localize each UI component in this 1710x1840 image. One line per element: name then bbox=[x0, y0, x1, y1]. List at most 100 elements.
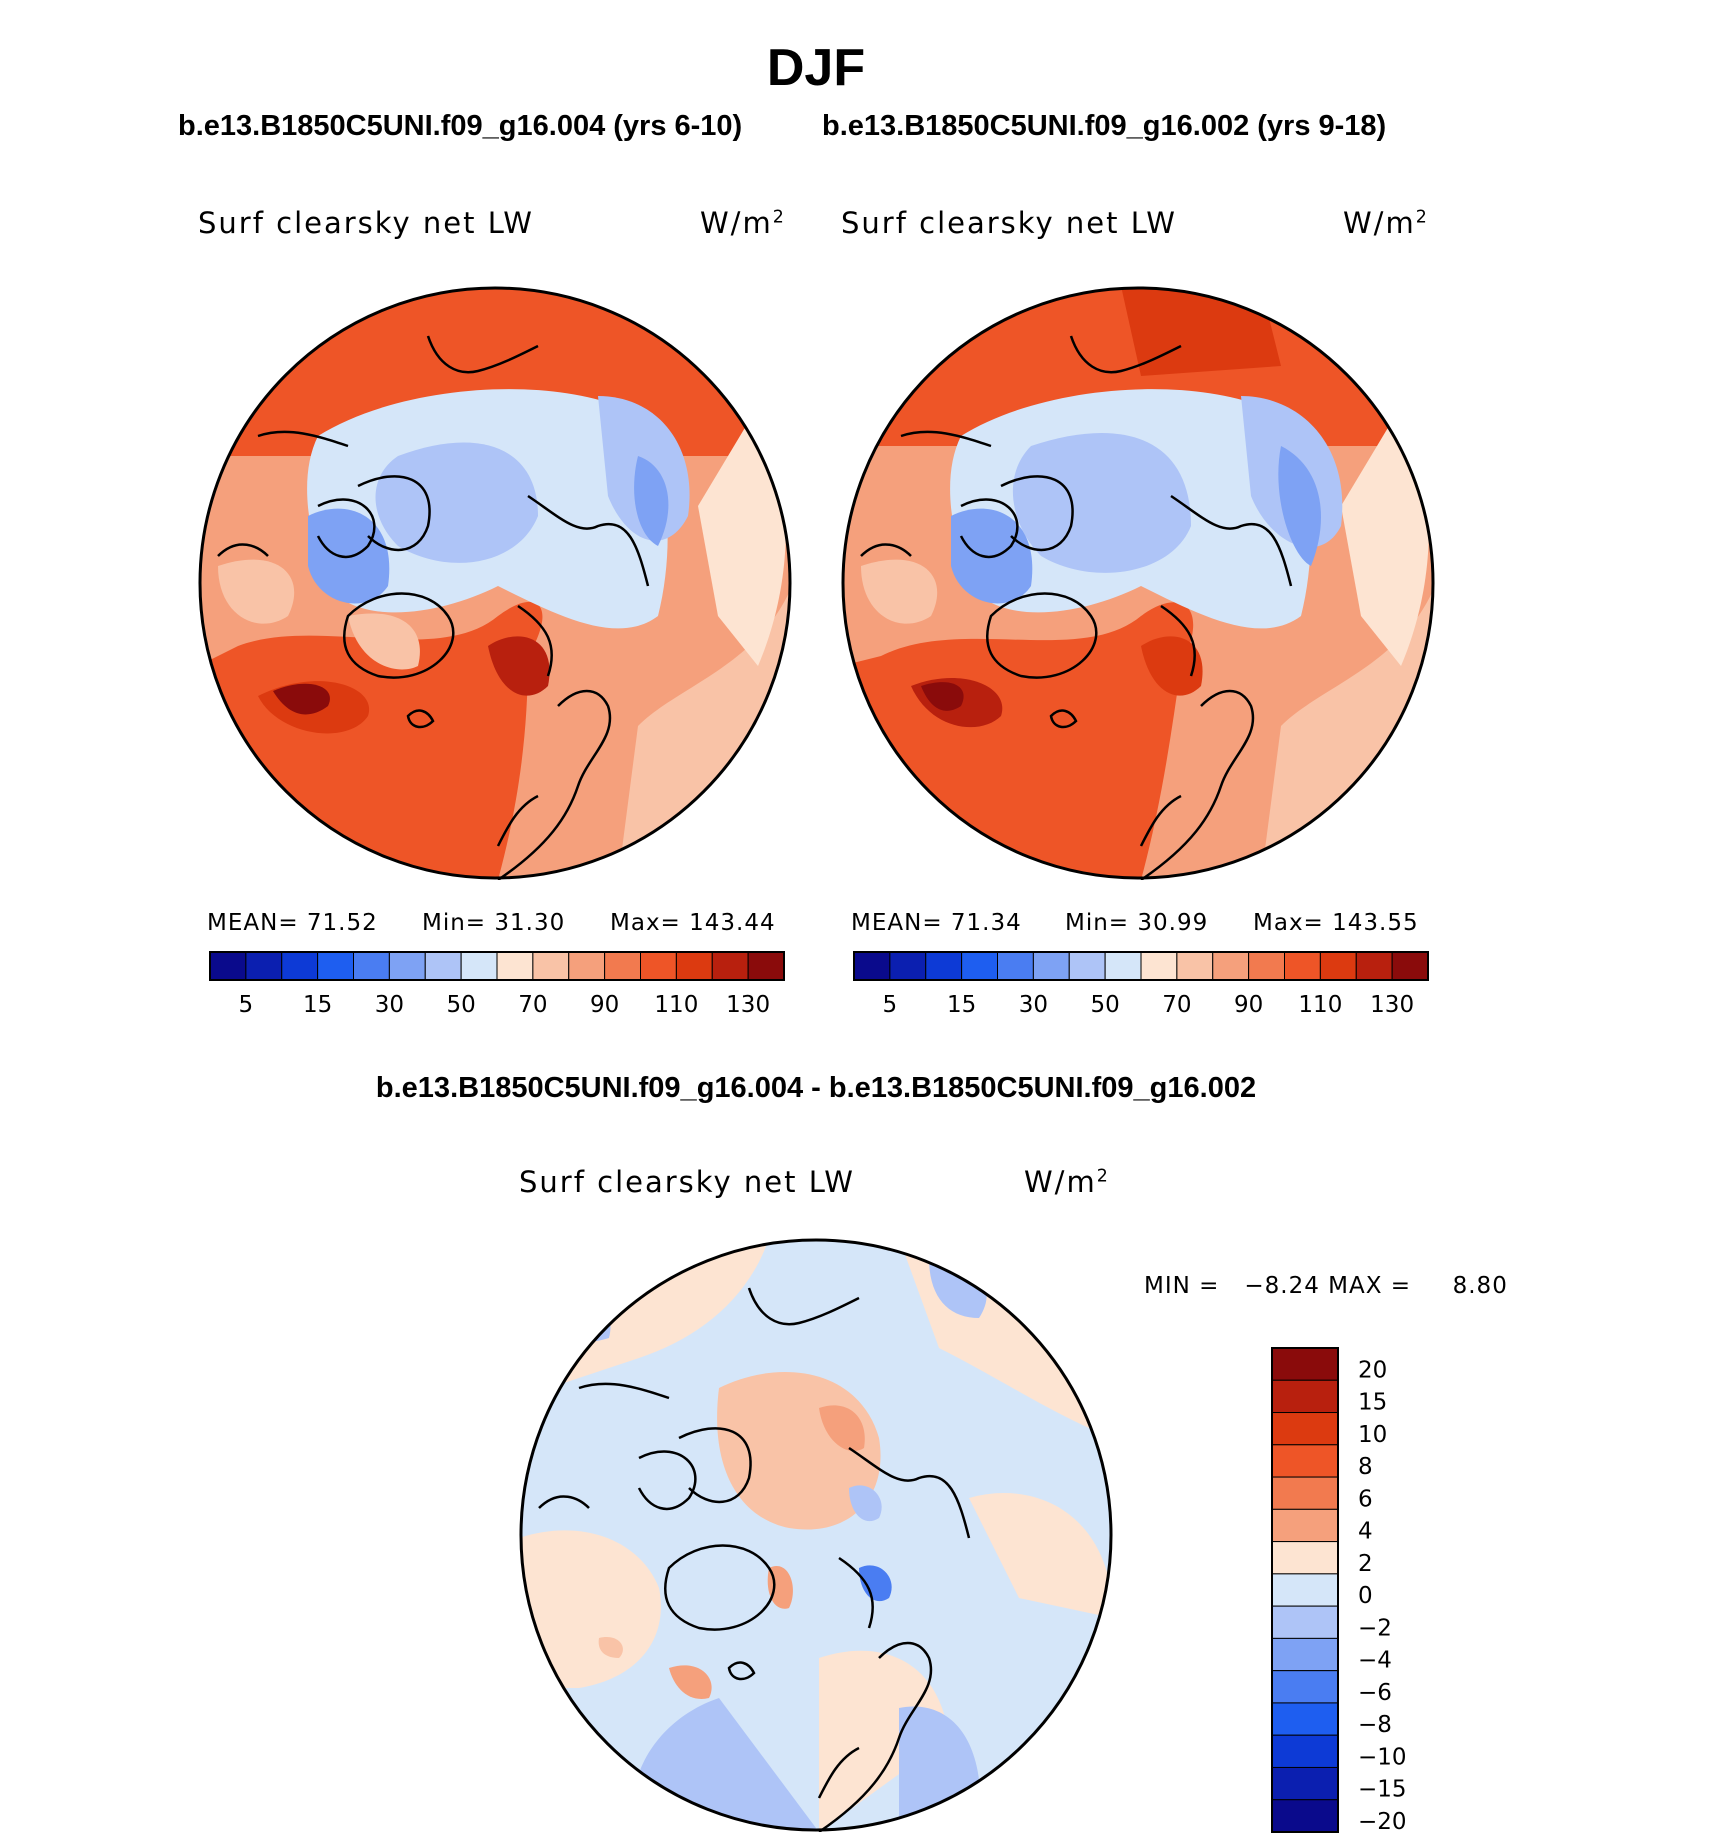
panel2-min: Min= 30.99 bbox=[1065, 910, 1209, 936]
colorbar2-swatch bbox=[997, 951, 1034, 981]
colorbar2-swatch bbox=[1140, 951, 1178, 981]
colorbar3-tick-label: −10 bbox=[1358, 1744, 1407, 1770]
colorbar3-swatch bbox=[1271, 1573, 1339, 1607]
map3-boundary bbox=[519, 1238, 1113, 1832]
colorbar1-swatch bbox=[568, 951, 606, 981]
colorbar2-swatch bbox=[889, 951, 927, 981]
difference-title: b.e13.B1850C5UNI.f09_g16.004 - b.e13.B18… bbox=[375, 1072, 1257, 1104]
colorbar3-tick-label: −4 bbox=[1358, 1648, 1392, 1674]
colorbar1-swatch bbox=[460, 951, 498, 981]
colorbar3-swatch bbox=[1271, 1476, 1339, 1510]
panel3-units-label: W/m2 bbox=[1024, 1165, 1110, 1199]
colorbar2-labels: 5 15 30 50 70 90 110 130 bbox=[883, 992, 1415, 1018]
colorbar2-swatch bbox=[961, 951, 998, 981]
colorbar1-swatch bbox=[496, 951, 534, 981]
colorbar3-swatch bbox=[1271, 1734, 1339, 1768]
colorbar3-swatch bbox=[1271, 1444, 1339, 1478]
colorbar3-tick-label: −6 bbox=[1358, 1680, 1392, 1706]
colorbar2-tick-label: 130 bbox=[1370, 992, 1414, 1018]
colorbar3-outline bbox=[1271, 1347, 1339, 1833]
colorbar3-tick-label: 6 bbox=[1358, 1486, 1373, 1512]
panel1-variable-label: Surf clearsky net LW bbox=[198, 206, 534, 240]
colorbar1-swatch bbox=[245, 951, 283, 981]
colorbar2-swatch bbox=[1391, 951, 1429, 981]
colorbar3-swatch bbox=[1271, 1766, 1339, 1801]
colorbar1-tick-label: 90 bbox=[590, 992, 619, 1018]
map2-coastlines bbox=[860, 335, 1293, 880]
subtitle-left: b.e13.B1850C5UNI.f09_g16.004 (yrs 6-10) bbox=[178, 110, 743, 142]
colorbar1-tick-label: 110 bbox=[654, 992, 698, 1018]
subtitle-right: b.e13.B1850C5UNI.f09_g16.002 (yrs 9-18) bbox=[822, 110, 1387, 142]
colorbar1-swatch bbox=[747, 951, 785, 981]
colorbar2-swatch bbox=[1212, 951, 1250, 981]
colorbar2-tick-label: 90 bbox=[1234, 992, 1263, 1018]
colorbar2-tick-label: 5 bbox=[883, 992, 898, 1018]
map2-boundary bbox=[841, 286, 1435, 880]
colorbar3-swatch bbox=[1271, 1799, 1339, 1833]
colorbar-panel-2: 5 15 30 50 70 90 110 130 bbox=[853, 951, 1429, 1018]
colorbar3-tick-label: 0 bbox=[1358, 1583, 1373, 1609]
colorbar3-swatch bbox=[1271, 1412, 1339, 1446]
colorbar3-tick-label: −8 bbox=[1358, 1712, 1392, 1738]
panel2-units-label: W/m2 bbox=[1343, 206, 1429, 240]
map-panel-difference bbox=[519, 1238, 1113, 1832]
colorbar2-tick-label: 15 bbox=[947, 992, 976, 1018]
colorbar3-swatch bbox=[1271, 1541, 1339, 1575]
colorbar1-tick-label: 30 bbox=[375, 992, 404, 1018]
colorbar3-swatch bbox=[1271, 1379, 1339, 1414]
panel3-minmax: MIN = −8.24 MAX = 8.80 bbox=[1144, 1273, 1508, 1299]
map3-field bbox=[521, 1240, 1111, 1830]
colorbar2-swatch bbox=[1068, 951, 1106, 981]
colorbar3-swatch bbox=[1271, 1670, 1339, 1704]
colorbar1-labels: 5 15 30 50 70 90 110 130 bbox=[239, 992, 771, 1018]
colorbar1-swatch bbox=[675, 951, 713, 981]
panel1-min: Min= 31.30 bbox=[422, 910, 566, 936]
colorbar2-outline bbox=[853, 951, 1429, 981]
colorbar2-swatch bbox=[1032, 951, 1070, 981]
colorbar2-swatch bbox=[1355, 951, 1393, 981]
colorbar3-tick-label: −20 bbox=[1358, 1809, 1407, 1835]
colorbar1-swatch bbox=[388, 951, 426, 981]
colorbar2-swatch bbox=[1104, 951, 1142, 981]
colorbar1-swatch bbox=[317, 951, 354, 981]
colorbar3-tick-label: 4 bbox=[1358, 1519, 1373, 1545]
panel2-max: Max= 143.55 bbox=[1253, 910, 1419, 936]
colorbar2-tick-label: 50 bbox=[1090, 992, 1119, 1018]
panel2-variable-label: Surf clearsky net LW bbox=[841, 206, 1177, 240]
colorbar3-swatch bbox=[1271, 1637, 1339, 1672]
colorbar1-tick-label: 130 bbox=[726, 992, 770, 1018]
colorbar-panel-1: 5 15 30 50 70 90 110 130 bbox=[209, 951, 785, 1018]
colorbar3-tick-label: 8 bbox=[1358, 1454, 1373, 1480]
panel2-mean: MEAN= 71.34 bbox=[851, 910, 1022, 936]
colorbar3-swatch bbox=[1271, 1605, 1339, 1639]
colorbar1-swatch bbox=[604, 951, 641, 981]
colorbar2-swatch bbox=[853, 951, 891, 981]
map3-coastlines bbox=[538, 1287, 971, 1832]
map-panel-2 bbox=[841, 286, 1435, 880]
colorbar1-swatch bbox=[711, 951, 749, 981]
colorbar1-swatch bbox=[209, 951, 247, 981]
panel3-variable-label: Surf clearsky net LW bbox=[519, 1165, 855, 1199]
colorbar2-tick-label: 110 bbox=[1298, 992, 1342, 1018]
panel1-units-label: W/m2 bbox=[700, 206, 786, 240]
colorbar3-tick-label: 20 bbox=[1358, 1357, 1387, 1383]
colorbar2-swatch bbox=[925, 951, 963, 981]
colorbar3-tick-label: 2 bbox=[1358, 1551, 1373, 1577]
colorbar1-tick-label: 5 bbox=[239, 992, 254, 1018]
page-title: DJF bbox=[766, 39, 866, 97]
colorbar1-tick-label: 15 bbox=[303, 992, 332, 1018]
colorbar1-swatch bbox=[640, 951, 677, 981]
colorbar3-swatch bbox=[1271, 1508, 1339, 1543]
map-panel-1 bbox=[198, 286, 792, 880]
colorbar3-tick-label: −2 bbox=[1358, 1615, 1392, 1641]
colorbar2-tick-label: 30 bbox=[1019, 992, 1048, 1018]
colorbar1-outline bbox=[209, 951, 785, 981]
panel1-max: Max= 143.44 bbox=[610, 910, 776, 936]
colorbar3-tick-label: 15 bbox=[1358, 1390, 1387, 1416]
colorbar2-swatch bbox=[1284, 951, 1321, 981]
colorbar2-swatch bbox=[1248, 951, 1285, 981]
colorbar2-swatches bbox=[853, 951, 1429, 981]
colorbar1-swatch bbox=[424, 951, 462, 981]
